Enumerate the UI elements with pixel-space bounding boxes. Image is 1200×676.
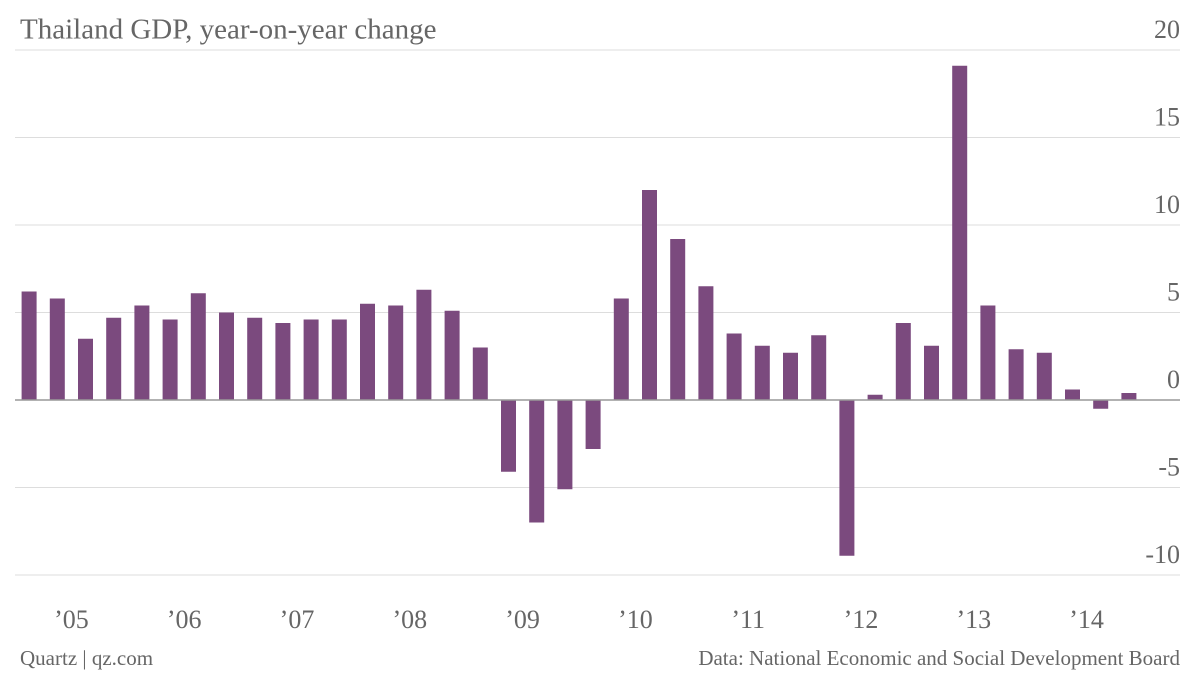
- x-tick-label: ’08: [392, 605, 427, 634]
- bar: [726, 333, 742, 400]
- x-tick-label: ’10: [618, 605, 653, 634]
- x-tick-label: ’05: [54, 605, 89, 634]
- x-tick-label: ’11: [731, 605, 765, 634]
- x-tick-label: ’07: [280, 605, 315, 634]
- y-tick-label: 0: [1167, 365, 1180, 394]
- bar: [106, 317, 122, 400]
- bar: [1093, 400, 1109, 409]
- x-tick-label: ’13: [956, 605, 991, 634]
- bar: [360, 303, 375, 400]
- bar: [585, 400, 601, 449]
- bar: [219, 312, 234, 400]
- bar: [811, 335, 827, 400]
- bar: [1065, 389, 1080, 400]
- bar: [642, 190, 657, 400]
- y-tick-label: -10: [1145, 540, 1180, 569]
- bar: [331, 319, 347, 400]
- y-tick-label: 20: [1154, 15, 1180, 44]
- bar: [134, 305, 150, 400]
- bar: [190, 293, 206, 400]
- bar: [162, 319, 178, 400]
- bar: [388, 305, 404, 400]
- bar: [472, 347, 488, 400]
- bar: [303, 319, 319, 400]
- y-tick-label: 10: [1154, 190, 1180, 219]
- y-tick-label: -5: [1158, 452, 1180, 481]
- bar: [839, 400, 855, 556]
- bar: [895, 323, 911, 400]
- bar: [670, 239, 686, 400]
- bar: [613, 298, 629, 400]
- bar: [49, 298, 65, 400]
- chart-title: Thailand GDP, year-on-year change: [20, 14, 437, 46]
- source: Data: National Economic and Social Devel…: [698, 646, 1180, 670]
- x-tick-label: ’14: [1069, 605, 1104, 634]
- bar: [501, 400, 516, 472]
- credit: Quartz | qz.com: [20, 646, 153, 670]
- x-tick-label: ’09: [505, 605, 540, 634]
- x-tick-label: ’06: [167, 605, 202, 634]
- bar: [1036, 352, 1052, 400]
- bar: [1121, 393, 1137, 400]
- bar: [1008, 349, 1024, 400]
- bar: [529, 400, 545, 523]
- bar: [247, 317, 263, 400]
- bar: [444, 310, 460, 400]
- bar: [698, 286, 714, 400]
- y-tick-label: 15: [1154, 102, 1180, 131]
- y-tick-label: 5: [1167, 277, 1180, 306]
- bar: [416, 289, 432, 400]
- bar: [275, 323, 291, 400]
- bar: [21, 291, 37, 400]
- bar: [78, 338, 93, 400]
- bar: [783, 352, 798, 400]
- x-tick-label: ’12: [844, 605, 879, 634]
- bar: [557, 400, 573, 490]
- bar: [980, 305, 996, 400]
- bar: [867, 394, 883, 400]
- bar: [924, 345, 939, 400]
- bar: [952, 65, 968, 400]
- bar: [754, 345, 770, 400]
